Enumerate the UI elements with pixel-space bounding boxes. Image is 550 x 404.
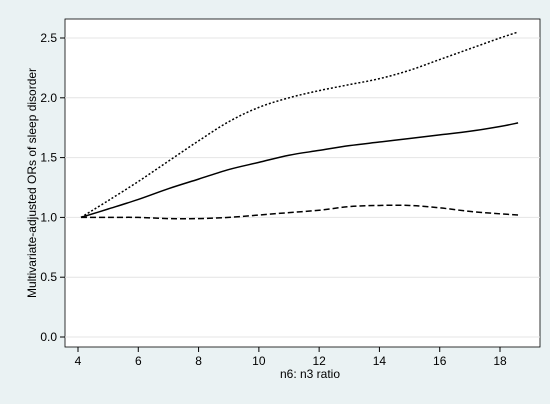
y-tick-label: 1.5 — [40, 151, 57, 165]
x-axis: 4 6 8 10 12 14 16 18 — [75, 347, 507, 368]
y-tick-label: 2.0 — [40, 91, 57, 105]
x-tick-label: 16 — [433, 354, 447, 368]
x-tick-label: 18 — [493, 354, 507, 368]
y-axis-label: Multivariate-adjusted ORs of sleep disor… — [25, 68, 39, 298]
x-tick-label: 10 — [252, 354, 266, 368]
series-group — [80, 31, 519, 220]
series-line-dashed — [81, 204, 519, 220]
series-line-solid — [80, 122, 519, 219]
series-line-dotted — [80, 31, 519, 219]
x-tick-label: 12 — [312, 354, 326, 368]
x-tick-label: 8 — [195, 354, 202, 368]
y-tick-label: 2.5 — [40, 31, 57, 45]
y-tick-label: 0.0 — [40, 330, 57, 344]
y-axis: 0.0 0.5 1.0 1.5 2.0 2.5 — [40, 31, 65, 344]
x-tick-label: 14 — [373, 354, 387, 368]
plot-area — [64, 18, 541, 348]
x-tick-label: 4 — [75, 354, 82, 368]
y-tick-label: 0.5 — [40, 270, 57, 284]
x-tick-label: 6 — [135, 354, 142, 368]
x-axis-label: n6: n3 ratio — [280, 367, 340, 381]
y-tick-label: 1.0 — [40, 210, 57, 224]
